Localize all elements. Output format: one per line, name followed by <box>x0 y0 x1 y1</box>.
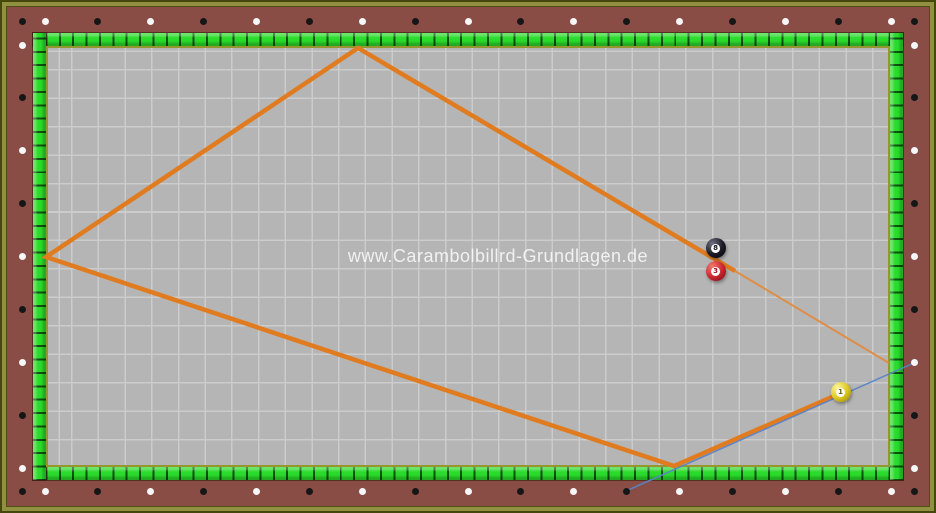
rail-diamond-black <box>834 487 842 495</box>
cushion-bottom <box>33 467 903 480</box>
rail-diamond-black <box>18 487 26 495</box>
rail-diamond-black <box>200 487 208 495</box>
rail-diamond-black <box>910 411 918 419</box>
rail-diamond-black <box>305 17 313 25</box>
rail-diamond-black <box>18 411 26 419</box>
rail-diamond-white <box>253 487 260 495</box>
cushion-right <box>890 33 903 480</box>
shot-path-thin <box>734 270 890 364</box>
rail-diamond-white <box>41 17 49 25</box>
rail-diamond-black <box>623 487 631 495</box>
playing-surface <box>46 46 890 467</box>
rail-diamond-white <box>910 464 918 472</box>
rail-diamond-white <box>570 17 578 25</box>
rail-diamond-white <box>358 487 366 495</box>
yellow-ball: 1 <box>831 382 851 402</box>
rail-diamond-white <box>887 17 895 25</box>
rail-diamond-black <box>200 17 208 25</box>
rail-diamond-black <box>411 487 419 495</box>
rail-diamond-white <box>18 41 26 49</box>
rail-diamond-white <box>464 487 472 495</box>
rail-diamond-white <box>781 487 789 495</box>
watermark-text: www.Carambolbillrd-Grundlagen.de <box>347 246 649 266</box>
rail-diamond-white <box>910 41 918 49</box>
rail-diamond-black <box>94 17 102 25</box>
rail-diamond-white <box>464 17 472 25</box>
rail-diamond-white <box>358 17 366 25</box>
ball-number: 1 <box>836 387 846 397</box>
rail-diamond-black <box>18 17 26 25</box>
rail-diamond-black <box>623 17 631 25</box>
rail-diamond-black <box>910 487 918 495</box>
rail-diamond-white <box>18 358 26 366</box>
rail-diamond-black <box>411 17 419 25</box>
ball-number: 8 <box>711 243 721 253</box>
rail-diamond-white <box>18 147 26 155</box>
rail-diamond-black <box>834 17 842 25</box>
shot-path-thick <box>40 45 842 469</box>
rail-diamond-white <box>253 17 260 25</box>
cushion-left <box>33 33 46 480</box>
rail-diamond-black <box>910 94 918 102</box>
rail-diamond-black <box>18 305 26 313</box>
rail-diamond-black <box>517 17 525 25</box>
rail-diamond-black <box>910 200 918 208</box>
rail-diamond-white <box>887 487 895 495</box>
rail-diamond-white <box>910 253 918 260</box>
rail-diamond-white <box>910 147 918 155</box>
rail-diamond-black <box>18 200 26 208</box>
rail-diamond-white <box>147 17 155 25</box>
rail-diamond-white <box>910 358 918 366</box>
rail-diamond-black <box>517 487 525 495</box>
rail-diamond-black <box>728 17 736 25</box>
black-ball: 8 <box>706 238 726 258</box>
red-ball: 3 <box>706 261 726 281</box>
rail-diamond-white <box>147 487 155 495</box>
rail-diamond-black <box>305 487 313 495</box>
rail-diamond-white <box>18 464 26 472</box>
aim-line <box>625 361 917 492</box>
rail-diamond-black <box>94 487 102 495</box>
rail-diamond-white <box>781 17 789 25</box>
rail-diamond-black <box>18 94 26 102</box>
rail-diamond-white <box>570 487 578 495</box>
cushion-top <box>33 33 903 46</box>
rail-diamond-black <box>728 487 736 495</box>
rail-diamond-black <box>910 17 918 25</box>
rail-diamond-white <box>676 17 683 25</box>
rail-diamond-white <box>676 487 683 495</box>
rail-diamond-white <box>41 487 49 495</box>
rail-diamond-white <box>18 253 26 260</box>
rail-diamond-black <box>910 305 918 313</box>
ball-number: 3 <box>711 266 721 276</box>
